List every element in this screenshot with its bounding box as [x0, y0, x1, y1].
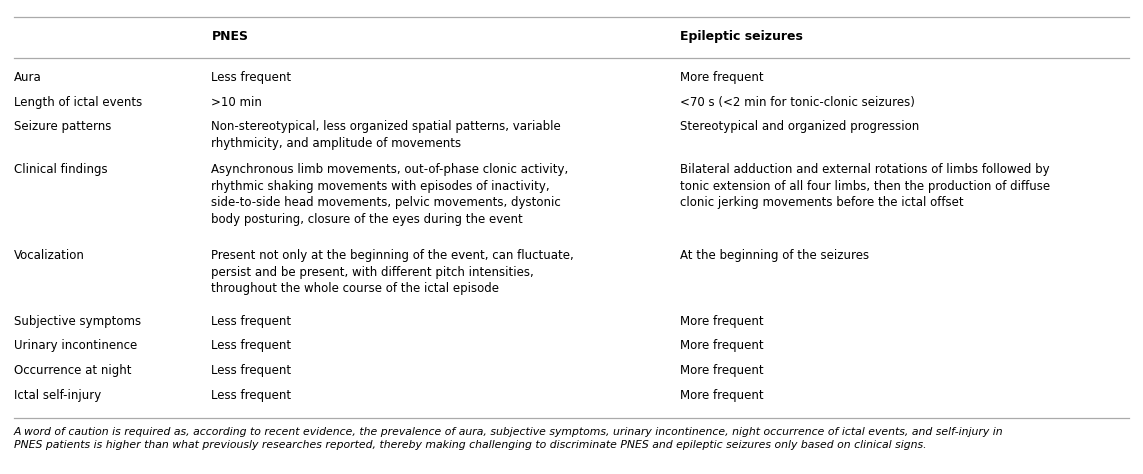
Text: Seizure patterns: Seizure patterns	[14, 120, 111, 133]
Text: Stereotypical and organized progression: Stereotypical and organized progression	[680, 120, 919, 133]
Text: Urinary incontinence: Urinary incontinence	[14, 339, 137, 352]
Text: More frequent: More frequent	[680, 364, 764, 377]
Text: PNES: PNES	[211, 30, 248, 44]
Text: Less frequent: Less frequent	[211, 389, 291, 401]
Text: Present not only at the beginning of the event, can fluctuate,
persist and be pr: Present not only at the beginning of the…	[211, 249, 574, 295]
Text: More frequent: More frequent	[680, 71, 764, 84]
Text: Length of ictal events: Length of ictal events	[14, 96, 142, 109]
Text: More frequent: More frequent	[680, 339, 764, 352]
Text: Asynchronous limb movements, out-of-phase clonic activity,
rhythmic shaking move: Asynchronous limb movements, out-of-phas…	[211, 163, 569, 226]
Text: Clinical findings: Clinical findings	[14, 163, 107, 176]
Text: At the beginning of the seizures: At the beginning of the seizures	[680, 249, 869, 262]
Text: <70 s (<2 min for tonic-clonic seizures): <70 s (<2 min for tonic-clonic seizures)	[680, 96, 914, 109]
Text: Epileptic seizures: Epileptic seizures	[680, 30, 804, 44]
Text: Bilateral adduction and external rotations of limbs followed by
tonic extension : Bilateral adduction and external rotatio…	[680, 163, 1050, 209]
Text: A word of caution is required as, according to recent evidence, the prevalence o: A word of caution is required as, accord…	[14, 427, 1004, 450]
Text: Aura: Aura	[14, 71, 41, 84]
Text: More frequent: More frequent	[680, 389, 764, 401]
Text: Ictal self-injury: Ictal self-injury	[14, 389, 101, 401]
Text: Vocalization: Vocalization	[14, 249, 85, 262]
Text: Non-stereotypical, less organized spatial patterns, variable
rhythmicity, and am: Non-stereotypical, less organized spatia…	[211, 120, 561, 150]
Text: Less frequent: Less frequent	[211, 364, 291, 377]
Text: Subjective symptoms: Subjective symptoms	[14, 315, 141, 328]
Text: Less frequent: Less frequent	[211, 71, 291, 84]
Text: Occurrence at night: Occurrence at night	[14, 364, 131, 377]
Text: >10 min: >10 min	[211, 96, 263, 109]
Text: Less frequent: Less frequent	[211, 315, 291, 328]
Text: More frequent: More frequent	[680, 315, 764, 328]
Text: Less frequent: Less frequent	[211, 339, 291, 352]
